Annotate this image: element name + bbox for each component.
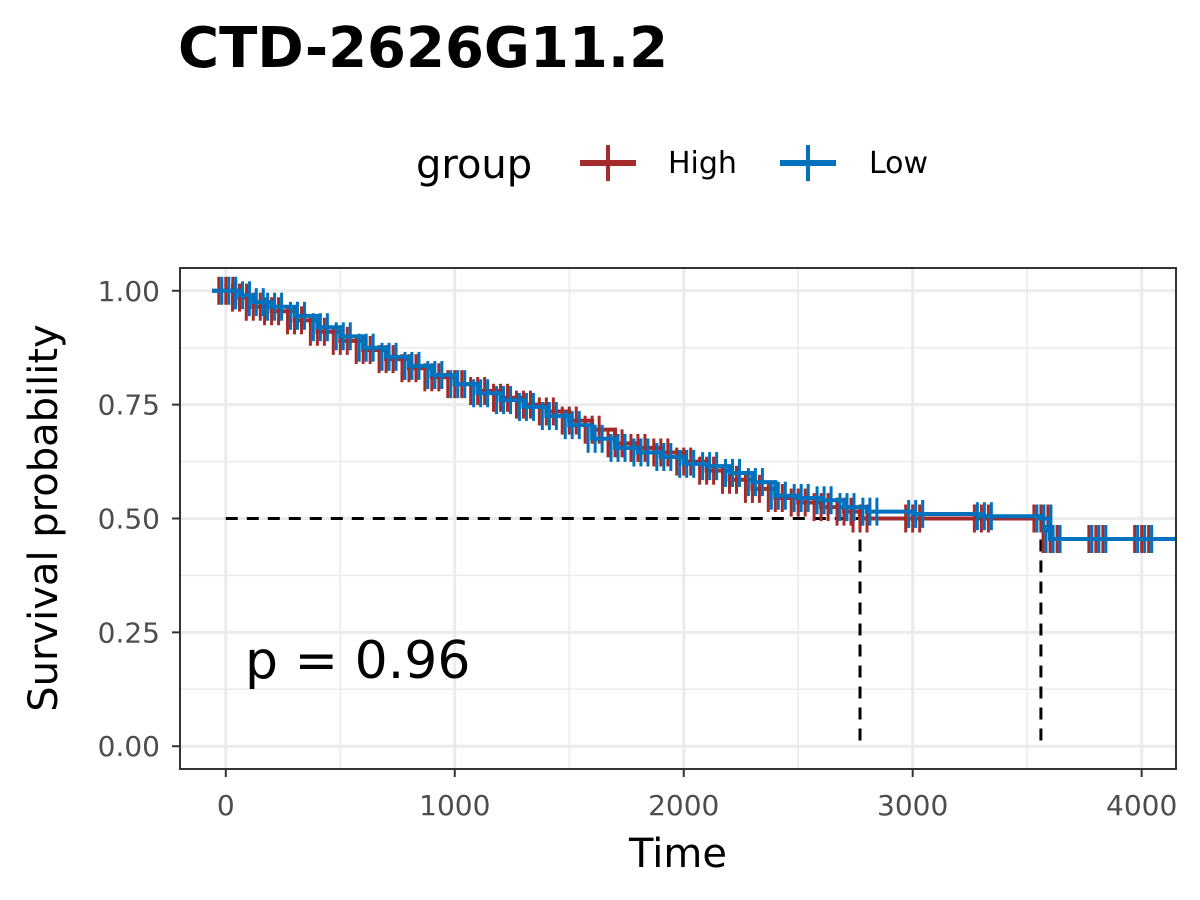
survival-curves [212, 276, 1176, 553]
legend-title: group [416, 142, 532, 188]
legend-key-high [580, 145, 636, 181]
y-axis: 0.00 0.25 0.50 0.75 1.00 [98, 275, 180, 763]
legend: group High Low [416, 142, 928, 188]
x-axis-title: Time [628, 831, 727, 877]
chart-title: CTD-2626G11.2 [178, 16, 668, 81]
x-tick-label: 1000 [419, 789, 490, 822]
x-tick-label: 0 [217, 789, 235, 822]
y-axis-title: Survival probability [21, 324, 67, 711]
plot-area: p = 0.96 [179, 267, 1177, 770]
y-tick-label: 0.75 [98, 389, 160, 422]
survival-line-low [212, 288, 1176, 541]
y-tick-label: 1.00 [98, 275, 160, 308]
y-tick-label: 0.50 [98, 503, 160, 536]
y-tick-label: 0.25 [98, 616, 160, 649]
p-value-annotation: p = 0.96 [245, 631, 470, 691]
legend-label-low: Low [869, 146, 928, 181]
legend-label-high: High [668, 146, 737, 181]
x-axis: 0 1000 2000 3000 4000 [217, 769, 1177, 822]
x-tick-label: 4000 [1106, 789, 1177, 822]
series-low [212, 276, 1176, 553]
x-tick-label: 2000 [648, 789, 719, 822]
legend-key-low [780, 145, 836, 181]
y-tick-label: 0.00 [98, 730, 160, 763]
x-tick-label: 3000 [877, 789, 948, 822]
